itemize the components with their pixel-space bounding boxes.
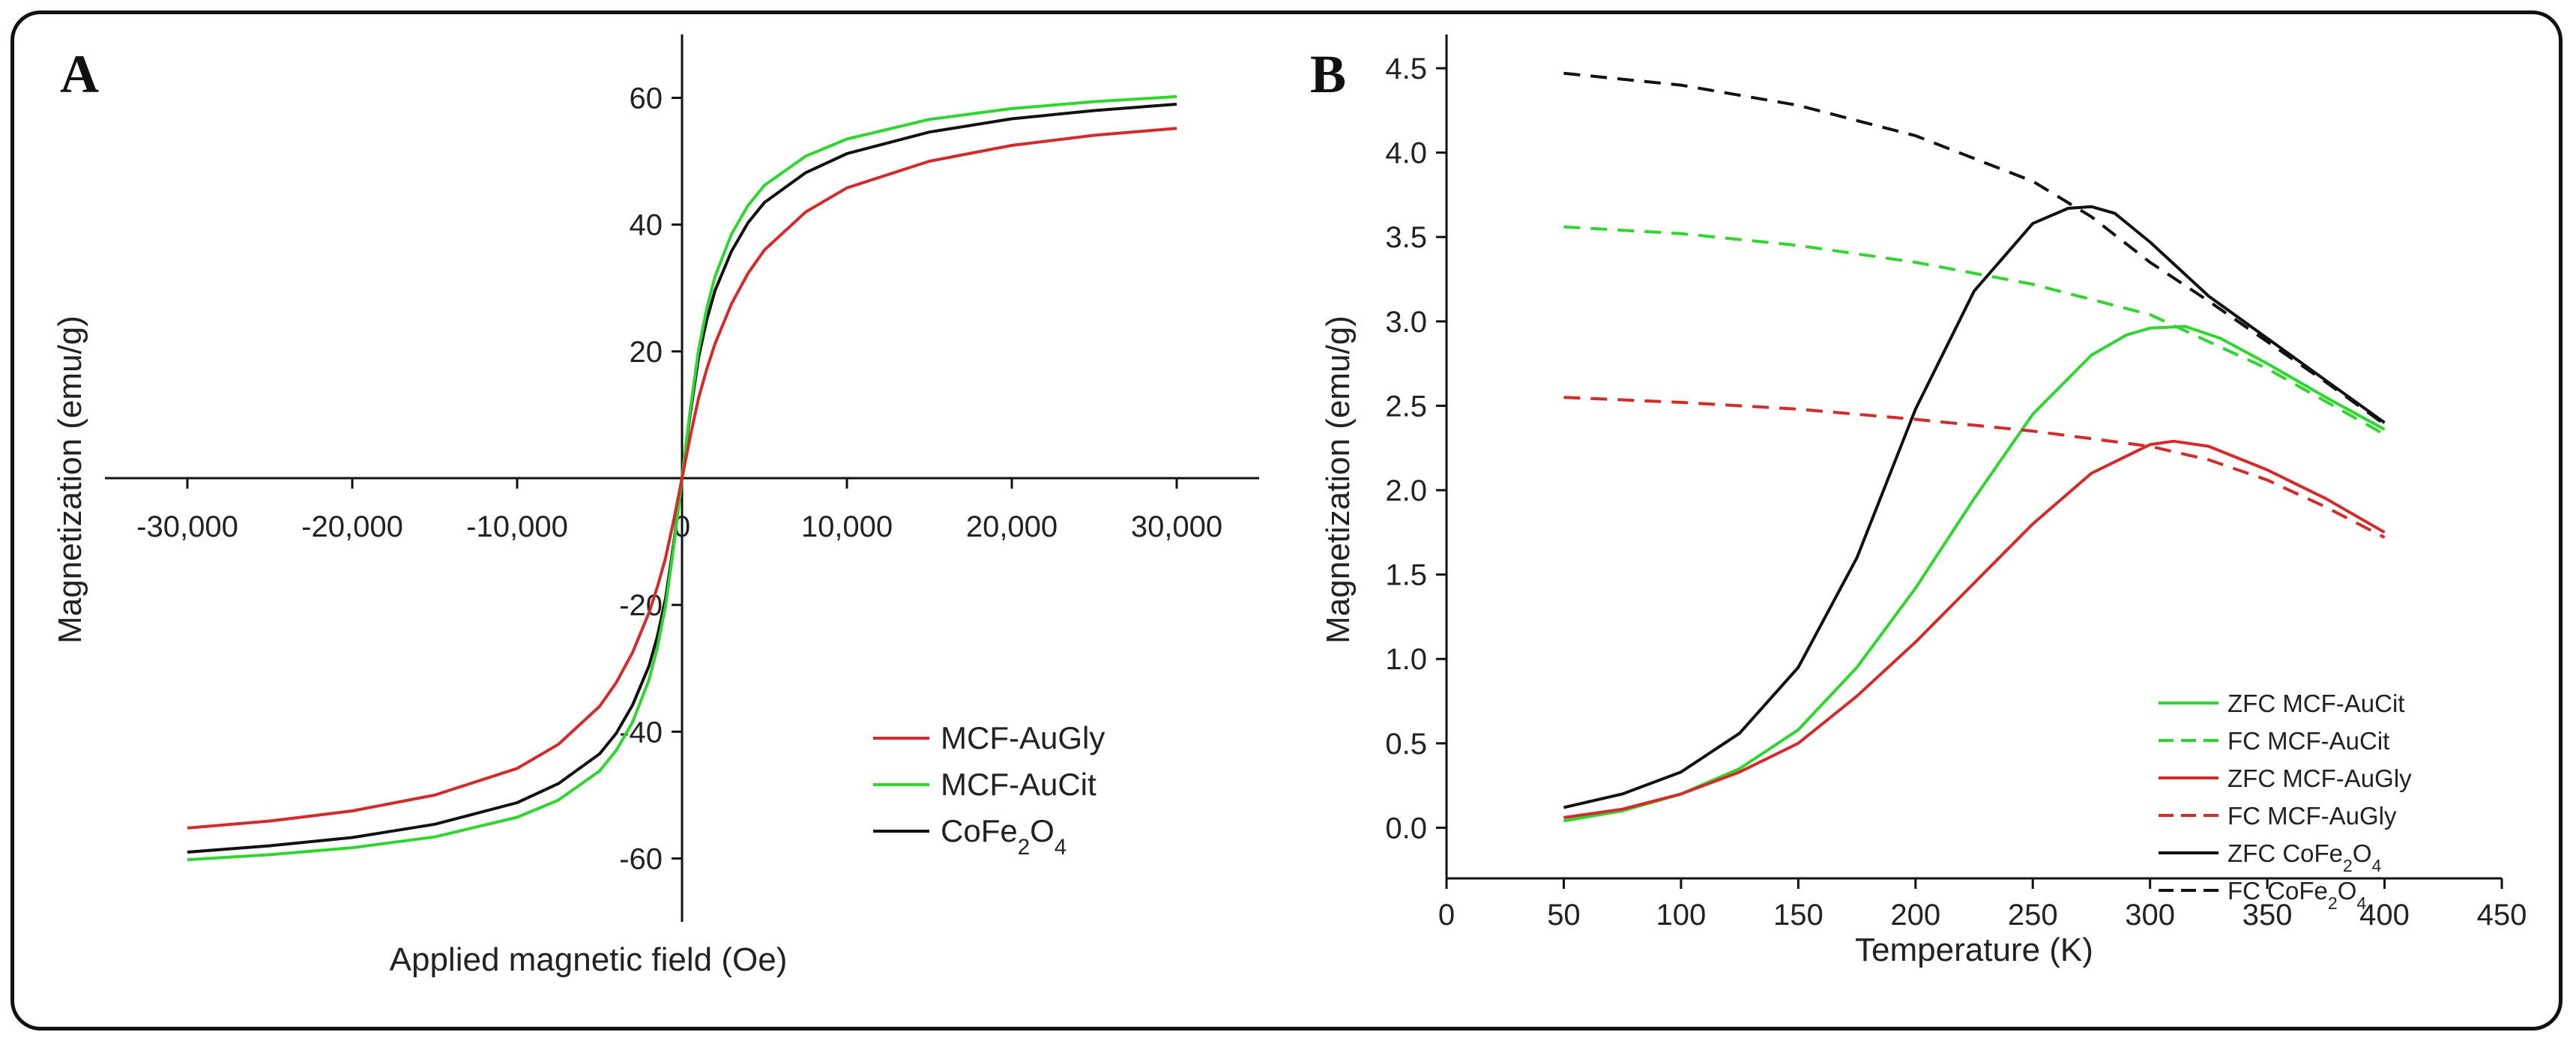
x-tick-label: 0 xyxy=(1438,899,1455,932)
x-tick-label: 300 xyxy=(2125,899,2175,932)
legend-label-mcf-aucit: MCF-AuCit xyxy=(941,767,1097,802)
panel-b-letter: B xyxy=(1310,44,1347,104)
x-axis-title: Temperature (K) xyxy=(1855,932,2093,968)
chart-b-zfc-fc: 0 50 100 150 200 250 300 350 400 450 0.0 0.5 1.0 1.5 2… xyxy=(1320,34,2527,968)
series-line-fc-mcf-augly xyxy=(1563,396,2386,539)
legend-label-fc-mcf-aucit: FC MCF-AuCit xyxy=(2227,727,2389,755)
y-tick-label: 60 xyxy=(630,82,663,115)
y-tick-label: 4.5 xyxy=(1385,52,1427,85)
y-tick-label: 20 xyxy=(630,336,663,369)
legend-label-zfc-mcf-aucit: ZFC MCF-AuCit xyxy=(2227,690,2404,717)
series-line-mcf-augly xyxy=(187,127,1177,830)
x-tick-label: 400 xyxy=(2359,899,2410,932)
series-line-zfc-mcf-augly xyxy=(1563,439,2386,819)
x-tick-label: 30,000 xyxy=(1131,510,1222,543)
y-tick-label: -60 xyxy=(619,842,663,875)
x-tick-label: 100 xyxy=(1656,899,1707,932)
x-tick-label: 250 xyxy=(2008,899,2058,932)
x-tick-label: 150 xyxy=(1773,899,1824,932)
x-tick-label: 200 xyxy=(1890,899,1940,932)
y-tick-label: 2.5 xyxy=(1385,390,1427,423)
series-line-zfc-mcf-aucit xyxy=(1563,325,2386,823)
legend-label-zfc-mcf-augly: ZFC MCF-AuGly xyxy=(2227,764,2412,792)
x-tick-label: 50 xyxy=(1547,899,1581,932)
y-tick-label: 0.5 xyxy=(1385,728,1427,761)
y-tick-label: 1.0 xyxy=(1385,643,1427,676)
y-tick-label: 2.0 xyxy=(1385,474,1427,507)
series-line-fc-cofe2o4 xyxy=(1563,71,2386,426)
legend-label-mcf-augly: MCF-AuGly xyxy=(941,720,1105,755)
y-tick-label: 4.0 xyxy=(1385,137,1427,170)
x-tick-label: 20,000 xyxy=(966,510,1058,543)
x-tick-label: 10,000 xyxy=(801,510,893,543)
legend-label-cofe2o4: CoFe2O4 xyxy=(941,813,1067,860)
y-tick-label: 3.0 xyxy=(1385,306,1427,339)
y-tick-label: 40 xyxy=(630,209,663,242)
y-axis-title: Magnetization (emu/g) xyxy=(52,316,88,644)
legend-label-zfc-cofe2o4: ZFC CoFe2O4 xyxy=(2227,839,2382,875)
series-line-zfc-cofe2o4 xyxy=(1563,205,2386,809)
x-axis-title: Applied magnetic field (Oe) xyxy=(390,941,788,978)
y-tick-label: 1.5 xyxy=(1385,559,1427,592)
x-tick-label: -30,000 xyxy=(136,510,238,543)
panel-a-letter: A xyxy=(60,44,99,104)
chart-a-hysteresis: -30,000 -20,000 -10,000 0 10,000 20,000 30,000… xyxy=(52,34,1259,978)
x-tick-label: 450 xyxy=(2477,899,2527,932)
legend-label-fc-mcf-augly: FC MCF-AuGly xyxy=(2227,802,2397,830)
y-tick-label: 3.5 xyxy=(1385,221,1427,254)
x-tick-label: -20,000 xyxy=(301,510,403,543)
series-line-fc-mcf-aucit xyxy=(1563,225,2386,436)
x-tick-label: -10,000 xyxy=(466,510,568,543)
y-tick-label: 0.0 xyxy=(1385,812,1427,845)
y-axis-title: Magnetization (emu/g) xyxy=(1320,316,1357,644)
x-tick-label: 350 xyxy=(2242,899,2293,932)
legend-label-fc-cofe2o4: FC CoFe2O4 xyxy=(2227,877,2366,913)
figure-frame xyxy=(10,10,2563,1031)
